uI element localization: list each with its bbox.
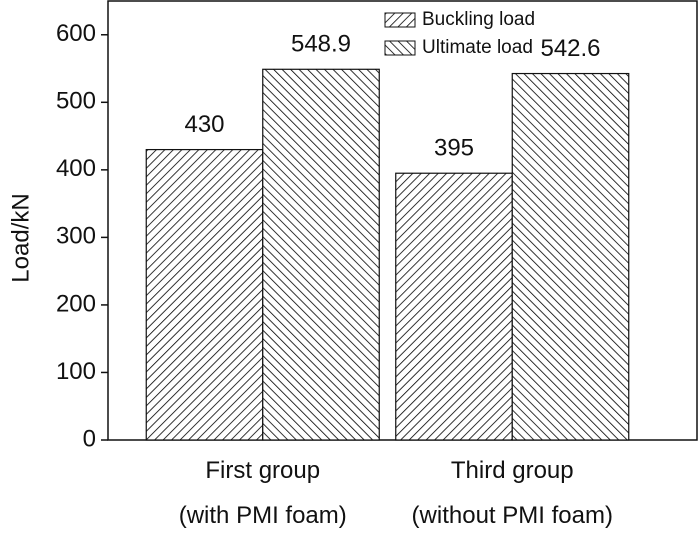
y-tick-label: 500 [56,88,96,115]
value-label: 430 [184,111,224,138]
legend-swatch [384,12,416,28]
x-tick-label: Third group (without PMI foam) [412,457,613,529]
bar [511,72,630,441]
x-tick-label: First group (with PMI foam) [179,457,347,529]
bar [262,68,380,441]
y-tick-label: 400 [56,155,96,182]
y-tick-label: 200 [56,290,96,317]
y-tick-label: 100 [56,358,96,385]
y-tick-label: 600 [56,20,96,47]
y-tick-label: 300 [56,223,96,250]
value-label: 542.6 [540,35,600,62]
y-axis-label: Load/kN [7,193,34,282]
y-tick-label: 0 [83,425,96,452]
value-label: 548.9 [291,31,351,58]
legend-label: Buckling load [422,9,535,30]
legend-swatch [384,40,416,56]
bar [145,148,264,441]
bar [395,172,513,441]
value-label: 395 [434,135,474,162]
legend-label: Ultimate load [422,37,533,58]
